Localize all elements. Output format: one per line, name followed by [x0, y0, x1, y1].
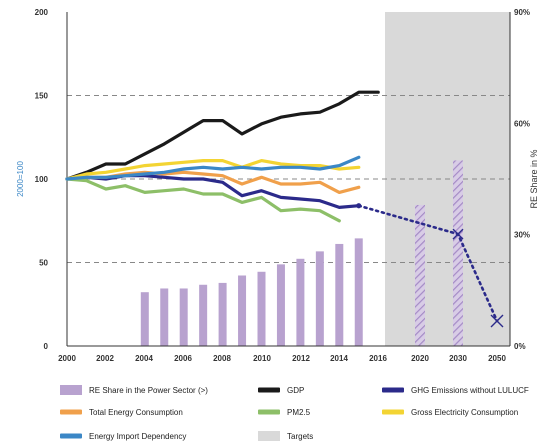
- bar-re-share: [218, 282, 227, 346]
- bar-target-2020: [415, 204, 425, 346]
- bar-re-share: [335, 243, 344, 346]
- y-tick-label: 150: [35, 92, 49, 101]
- legend-label: Total Energy Consumption: [89, 408, 183, 417]
- legend-swatch: [258, 409, 280, 415]
- legend-label: Energy Import Dependency: [89, 432, 186, 441]
- bar-re-share: [199, 284, 208, 346]
- y-tick-label: 0: [44, 342, 49, 351]
- bar-re-share: [276, 264, 285, 346]
- ghg-target-marker: [452, 228, 464, 240]
- legend-swatch: [258, 431, 280, 441]
- y-axis-label: 2000=100: [16, 161, 25, 197]
- x-tick-label: 2012: [292, 354, 310, 363]
- bar-re-share: [315, 251, 324, 346]
- y2-tick-label: 60%: [514, 119, 530, 128]
- legend-swatch: [60, 385, 82, 395]
- series-ghg-emissions-without-lulucf: [65, 174, 361, 209]
- series-gross-electricity-consumption: [65, 159, 361, 181]
- legend-swatch: [258, 387, 280, 393]
- bar-re-share: [354, 238, 363, 346]
- legend-swatch: [382, 387, 404, 393]
- bar-re-share: [257, 271, 266, 346]
- series-pm2-5: [65, 177, 341, 223]
- bar-target-2030: [453, 160, 463, 346]
- bar-re-share: [140, 292, 149, 346]
- series-gdp: [65, 90, 380, 181]
- y-tick-label: 200: [35, 8, 49, 17]
- legend-label: Gross Electricity Consumption: [411, 408, 518, 417]
- bar-re-share: [179, 288, 188, 346]
- x-tick-label: 2014: [330, 354, 348, 363]
- x-tick-label: 2004: [135, 354, 153, 363]
- legend-swatch: [60, 433, 82, 439]
- x-tick-label: 2000: [58, 354, 76, 363]
- y-tick-label: 50: [39, 259, 48, 268]
- x-tick-label: 2016: [369, 354, 387, 363]
- y2-tick-label: 90%: [514, 8, 530, 17]
- legend-label: Targets: [287, 432, 313, 441]
- bar-re-share: [160, 288, 169, 346]
- y-tick-label: 100: [35, 175, 49, 184]
- x-tick-label: 2050: [488, 354, 506, 363]
- x-tick-label: 2002: [96, 354, 114, 363]
- y2-tick-label: 0%: [514, 342, 526, 351]
- x-tick-label: 2030: [449, 354, 467, 363]
- legend-swatch: [382, 409, 404, 415]
- legend-swatch: [60, 409, 82, 415]
- legend-label: RE Share in the Power Sector (>): [89, 386, 208, 395]
- y2-axis-label: RE Share in %: [529, 149, 539, 208]
- x-tick-label: 2008: [213, 354, 231, 363]
- y2-tick-label: 30%: [514, 231, 530, 240]
- x-tick-label: 2010: [253, 354, 271, 363]
- legend-label: GHG Emissions without LULUCF: [411, 386, 529, 395]
- x-tick-label: 2006: [174, 354, 192, 363]
- bar-re-share: [238, 275, 247, 346]
- legend-label: GDP: [287, 386, 304, 395]
- series-energy-import-dependency: [65, 155, 361, 181]
- ghg-target-marker: [490, 314, 504, 328]
- ghg-target-point: [356, 203, 362, 209]
- legend-label: PM2.5: [287, 408, 311, 417]
- x-tick-label: 2020: [411, 354, 429, 363]
- bar-re-share: [296, 258, 305, 346]
